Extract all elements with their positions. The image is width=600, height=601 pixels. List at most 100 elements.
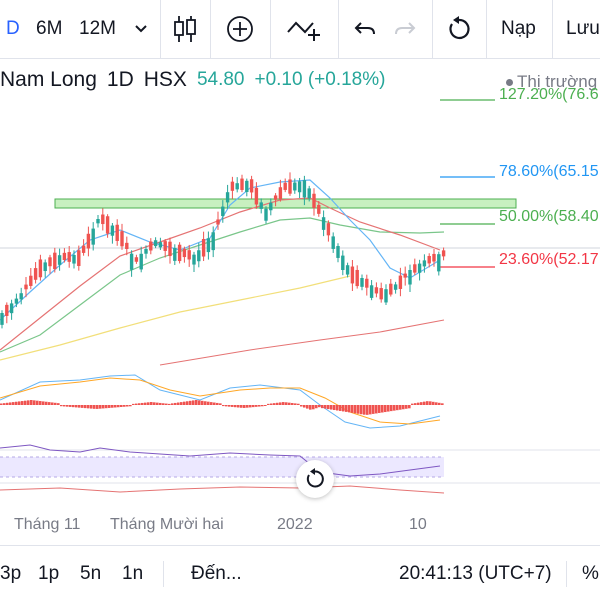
candle-body (365, 278, 369, 288)
candle-body (33, 268, 38, 280)
range-1p-button[interactable]: 1p (38, 562, 60, 584)
candles-icon[interactable] (172, 0, 198, 58)
clock-timezone[interactable]: 20:41:13 (UTC+7) (399, 562, 552, 584)
ma10-line (0, 179, 441, 321)
candle-body (326, 223, 331, 236)
macd-histogram-bar (102, 405, 105, 409)
symbol-legend: Nam Long 1D HSX 54.80 +0.10 (+0.18%) (0, 68, 395, 92)
candle-body (101, 214, 105, 225)
goto-date-button[interactable]: Đến... (191, 562, 242, 584)
candle-body (62, 252, 67, 260)
candle-body (389, 283, 393, 295)
candle-body (153, 240, 158, 247)
reset-icon[interactable] (446, 0, 472, 58)
time-label-1: Tháng 11 (14, 516, 81, 533)
save-button[interactable]: Lưu (566, 18, 600, 39)
macd-histogram-bar (162, 403, 165, 405)
macd-histogram-bar (360, 405, 363, 415)
candle-body (393, 284, 398, 290)
candle-body (43, 262, 47, 272)
macd-histogram-bar (198, 400, 201, 405)
candle-body (72, 255, 76, 264)
macd-histogram-bar (432, 401, 435, 405)
candle-body (144, 249, 148, 254)
time-label-2: Tháng Mười hai (110, 516, 224, 533)
candle-body (29, 275, 33, 286)
candle-body (115, 224, 119, 241)
macd-histogram-bar (33, 400, 36, 405)
candle-body (129, 253, 134, 270)
macd-line (0, 374, 441, 429)
macd-pane (0, 374, 444, 429)
range-3p-button[interactable]: 3p (0, 562, 22, 584)
macd-histogram-bar (378, 405, 381, 413)
macd-histogram-bar (315, 405, 318, 409)
add-indicator-icon[interactable] (225, 0, 255, 58)
scroll-to-realtime-button[interactable] (296, 460, 334, 498)
candle-body (149, 241, 153, 251)
candle-body (269, 202, 273, 211)
candle-body (331, 236, 335, 249)
candle-body (134, 257, 139, 262)
resistance-zone[interactable] (54, 198, 517, 209)
compare-icon[interactable] (285, 0, 325, 58)
range-1n-button[interactable]: 1n (122, 562, 144, 584)
macd-histogram-bar (276, 402, 279, 405)
macd-histogram-bar (426, 401, 429, 405)
macd-histogram-bar (90, 405, 93, 409)
macd-histogram-bar (45, 401, 48, 405)
candle-body (297, 181, 302, 193)
volume-osc-line (0, 485, 445, 494)
range-5n-button[interactable]: 5n (80, 562, 102, 584)
macd-histogram-bar (306, 405, 309, 409)
percent-scale-toggle[interactable]: % (582, 562, 599, 584)
macd-histogram-bar (174, 402, 177, 405)
chevron-down-icon[interactable] (134, 0, 148, 58)
candle-body (48, 257, 52, 267)
macd-histogram-bar (252, 405, 255, 408)
macd-histogram-bar (189, 400, 192, 405)
range-12m-button[interactable]: 12M (79, 18, 116, 39)
macd-histogram-bar (27, 400, 30, 405)
macd-histogram-bar (330, 405, 333, 410)
status-dot-icon (506, 79, 513, 87)
top-toolbar: D 6M 12M Nạp Lưu (0, 0, 600, 59)
candle-body (24, 284, 28, 290)
macd-histogram-bar (186, 401, 189, 405)
symbol-name[interactable]: Nam Long (0, 68, 97, 91)
redo-icon (393, 0, 417, 58)
macd-histogram-bar (399, 405, 402, 410)
macd-histogram-bar (393, 405, 396, 411)
candle-body (283, 182, 287, 190)
undo-icon[interactable] (353, 0, 377, 58)
macd-histogram-bar (243, 405, 246, 408)
macd-histogram-bar (15, 401, 18, 405)
macd-histogram-bar (348, 405, 351, 413)
macd-histogram-bar (354, 405, 357, 414)
candle-body (307, 188, 311, 199)
candle-body (197, 250, 201, 262)
candle-body (9, 303, 14, 314)
candle-body (249, 179, 254, 193)
fib-label-50: 50.00%(58.40 (499, 208, 599, 225)
range-d-button[interactable]: D (6, 18, 20, 39)
macd-histogram-bar (135, 403, 138, 405)
macd-histogram-bar (3, 403, 6, 405)
macd-histogram-bar (210, 402, 213, 405)
candle-body (230, 181, 235, 191)
macd-histogram-bar (93, 405, 96, 409)
candle-body (321, 217, 326, 230)
range-6m-button[interactable]: 6M (36, 18, 63, 39)
macd-histogram-bar (18, 401, 21, 405)
candle-body (163, 241, 167, 251)
candle-body (384, 289, 388, 303)
symbol-exchange: HSX (143, 68, 187, 91)
candle-body (86, 233, 91, 249)
candle-body (105, 216, 110, 234)
macd-histogram-bar (21, 401, 24, 405)
macd-histogram-bar (147, 402, 150, 405)
candle-body (168, 241, 172, 257)
macd-histogram-bar (63, 405, 66, 407)
macd-histogram-bar (6, 402, 9, 405)
publish-button[interactable]: Nạp (501, 18, 536, 39)
